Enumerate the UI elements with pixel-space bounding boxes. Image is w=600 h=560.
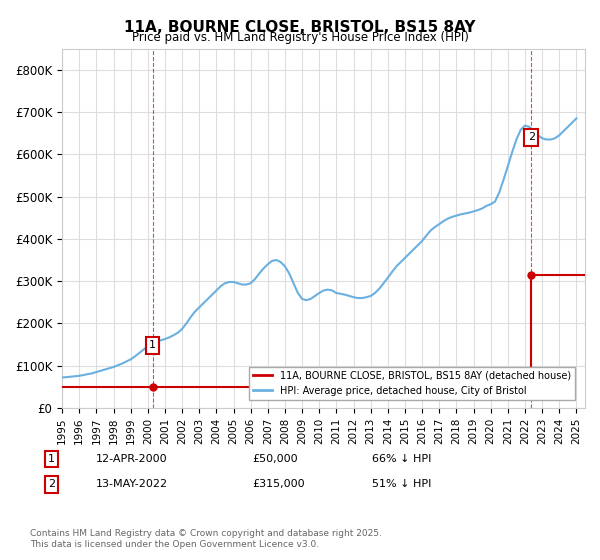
Text: 66% ↓ HPI: 66% ↓ HPI	[372, 454, 431, 464]
Text: £50,000: £50,000	[252, 454, 298, 464]
Legend: 11A, BOURNE CLOSE, BRISTOL, BS15 8AY (detached house), HPI: Average price, detac: 11A, BOURNE CLOSE, BRISTOL, BS15 8AY (de…	[249, 367, 575, 399]
Text: 11A, BOURNE CLOSE, BRISTOL, BS15 8AY: 11A, BOURNE CLOSE, BRISTOL, BS15 8AY	[124, 20, 476, 35]
Text: 13-MAY-2022: 13-MAY-2022	[96, 479, 168, 489]
Text: Contains HM Land Registry data © Crown copyright and database right 2025.
This d: Contains HM Land Registry data © Crown c…	[30, 529, 382, 549]
Text: 1: 1	[48, 454, 55, 464]
Text: 51% ↓ HPI: 51% ↓ HPI	[372, 479, 431, 489]
Text: 1: 1	[149, 340, 156, 351]
Text: Price paid vs. HM Land Registry's House Price Index (HPI): Price paid vs. HM Land Registry's House …	[131, 31, 469, 44]
Text: 2: 2	[48, 479, 55, 489]
Text: 2: 2	[528, 132, 535, 142]
Text: 12-APR-2000: 12-APR-2000	[96, 454, 167, 464]
Text: £315,000: £315,000	[252, 479, 305, 489]
